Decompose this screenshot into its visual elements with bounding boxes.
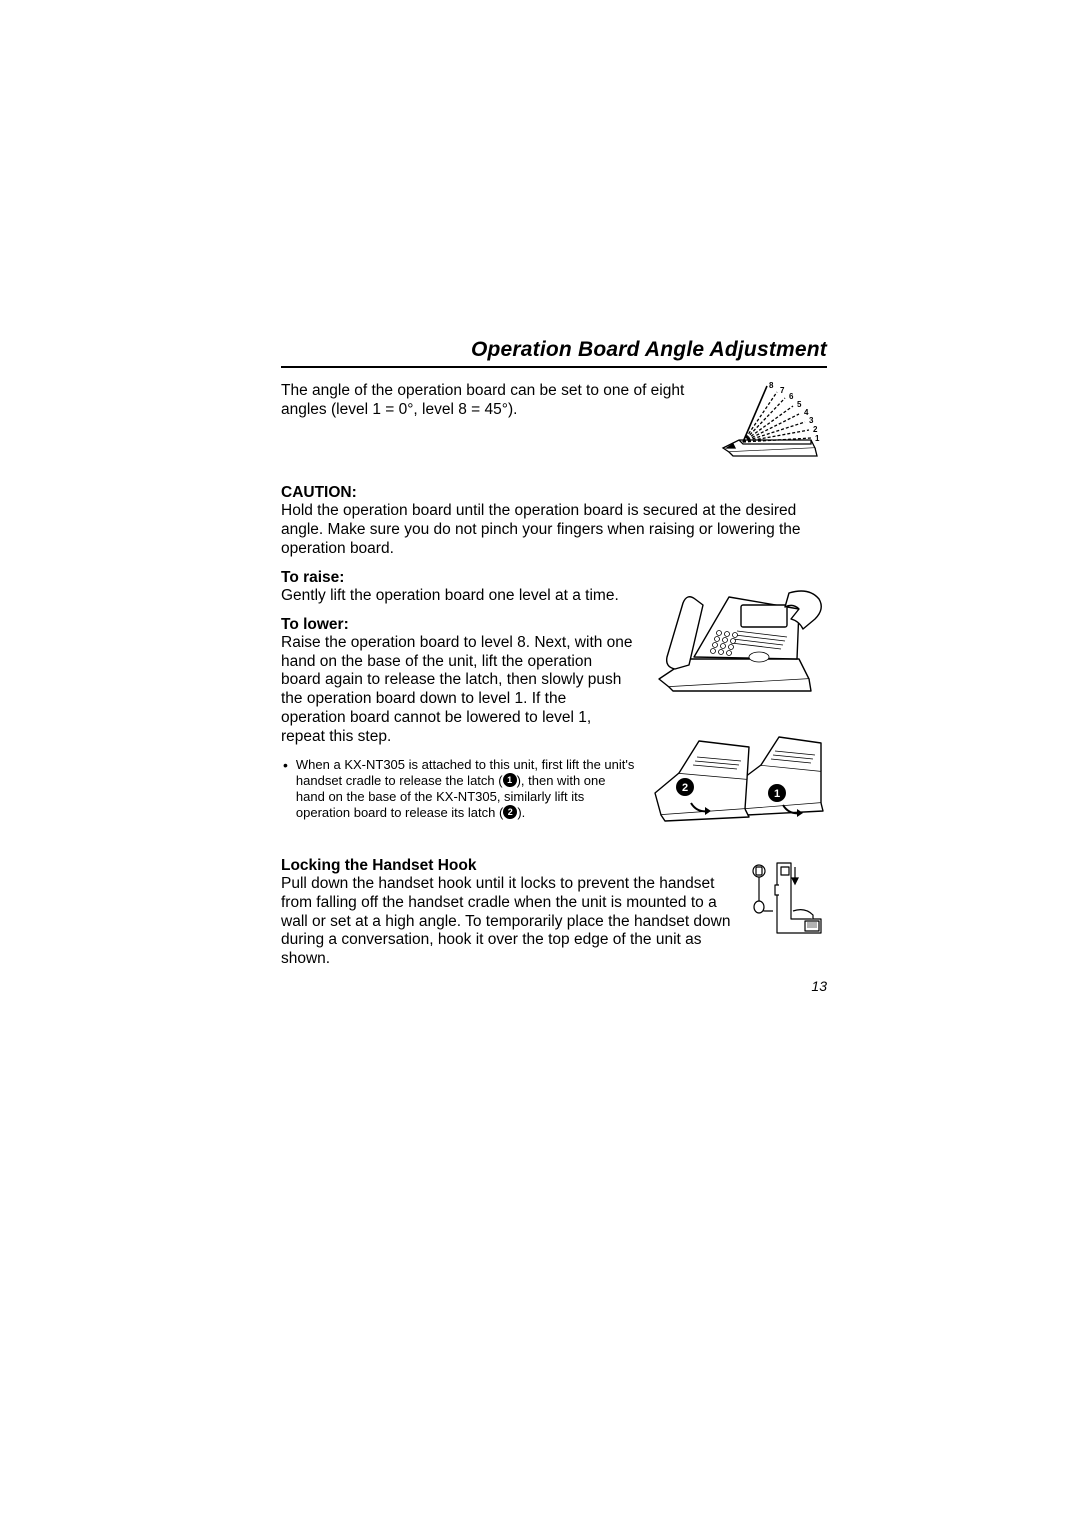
angle-diagram-icon: 1 2 3 4 5 6 7 8 — [715, 382, 827, 466]
lower-heading: To lower: — [281, 616, 349, 633]
locking-text-block: Locking the Handset Hook Pull down the h… — [281, 857, 741, 970]
svg-text:7: 7 — [780, 386, 785, 395]
svg-text:8: 8 — [769, 382, 774, 390]
svg-text:4: 4 — [804, 408, 809, 417]
locking-heading: Locking the Handset Hook — [281, 857, 477, 874]
page-number: 13 — [811, 978, 827, 994]
circle-2-icon: 2 — [503, 805, 517, 819]
locking-body: Pull down the handset hook until it lock… — [281, 875, 731, 968]
raise-heading: To raise: — [281, 569, 344, 586]
lower-block: To lower: Raise the operation board to l… — [281, 616, 635, 747]
handset-hook-illustration-icon — [751, 857, 827, 939]
instructions-left: To raise: Gently lift the operation boar… — [281, 569, 635, 821]
svg-text:1: 1 — [815, 434, 820, 443]
intro-text: The angle of the operation board can be … — [281, 382, 703, 420]
figures-column: 1 2 — [649, 569, 827, 833]
bullet-text: When a KX-NT305 is attached to this unit… — [296, 757, 635, 820]
phone-raise-illustration-icon — [649, 569, 827, 695]
section-title: Operation Board Angle Adjustment — [281, 338, 827, 368]
instructions-row: To raise: Gently lift the operation boar… — [281, 569, 827, 833]
document-page: Operation Board Angle Adjustment The ang… — [281, 338, 827, 969]
caution-heading: CAUTION: — [281, 484, 357, 501]
svg-text:5: 5 — [797, 400, 802, 409]
circle-1-icon: 1 — [503, 773, 517, 787]
raise-text: Gently lift the operation board one leve… — [281, 587, 619, 604]
bullet-item: • When a KX-NT305 is attached to this un… — [281, 757, 635, 820]
bullet-dot-icon: • — [283, 757, 288, 774]
svg-text:2: 2 — [813, 425, 818, 434]
raise-block: To raise: Gently lift the operation boar… — [281, 569, 635, 606]
phone-lower-illustration-icon: 1 2 — [649, 707, 827, 833]
bullet-end: ). — [517, 805, 525, 820]
svg-text:6: 6 — [789, 392, 794, 401]
caution-text: Hold the operation board until the opera… — [281, 502, 801, 557]
lower-text: Raise the operation board to level 8. Ne… — [281, 634, 633, 746]
svg-text:1: 1 — [774, 788, 780, 800]
caution-block: CAUTION: Hold the operation board until … — [281, 484, 827, 559]
svg-text:2: 2 — [682, 782, 688, 794]
svg-text:3: 3 — [809, 416, 814, 425]
intro-row: The angle of the operation board can be … — [281, 382, 827, 466]
locking-row: Locking the Handset Hook Pull down the h… — [281, 857, 827, 970]
